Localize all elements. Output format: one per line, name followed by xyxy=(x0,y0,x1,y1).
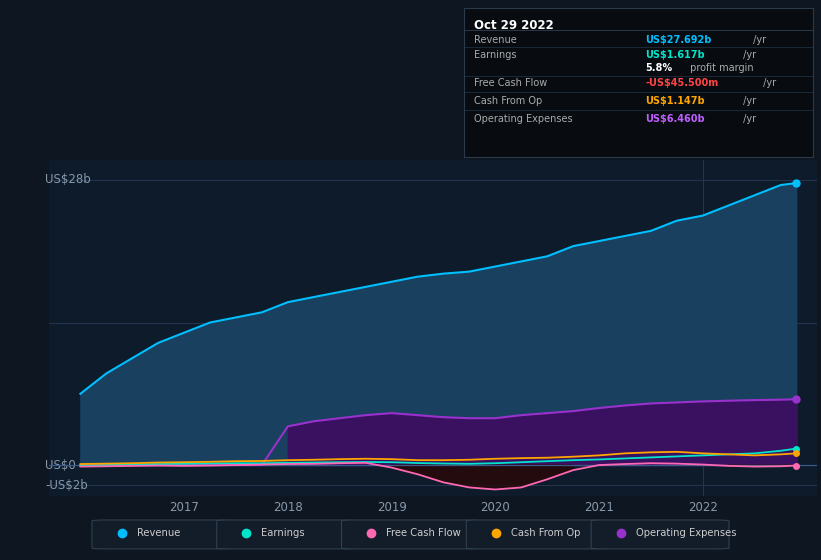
Text: /yr: /yr xyxy=(740,114,755,124)
Text: /yr: /yr xyxy=(740,50,755,60)
Text: US$1.147b: US$1.147b xyxy=(645,96,705,106)
Text: US$1.617b: US$1.617b xyxy=(645,50,705,60)
Text: -US$45.500m: -US$45.500m xyxy=(645,78,718,88)
Text: Operating Expenses: Operating Expenses xyxy=(475,114,573,124)
Text: US$27.692b: US$27.692b xyxy=(645,35,712,45)
FancyBboxPatch shape xyxy=(342,520,479,549)
Text: 5.8%: 5.8% xyxy=(645,63,672,73)
Text: Revenue: Revenue xyxy=(136,529,180,538)
Text: Cash From Op: Cash From Op xyxy=(511,529,580,538)
Text: -US$2b: -US$2b xyxy=(45,479,88,492)
Text: Operating Expenses: Operating Expenses xyxy=(635,529,736,538)
Text: Cash From Op: Cash From Op xyxy=(475,96,543,106)
Text: US$0: US$0 xyxy=(45,459,76,472)
FancyBboxPatch shape xyxy=(92,520,230,549)
Text: US$6.460b: US$6.460b xyxy=(645,114,705,124)
Text: Earnings: Earnings xyxy=(261,529,305,538)
Text: US$28b: US$28b xyxy=(45,174,91,186)
Text: Earnings: Earnings xyxy=(475,50,517,60)
Text: /yr: /yr xyxy=(760,78,777,88)
FancyBboxPatch shape xyxy=(466,520,604,549)
Text: profit margin: profit margin xyxy=(687,63,754,73)
Text: Free Cash Flow: Free Cash Flow xyxy=(386,529,461,538)
Text: Free Cash Flow: Free Cash Flow xyxy=(475,78,548,88)
Text: /yr: /yr xyxy=(750,35,766,45)
FancyBboxPatch shape xyxy=(591,520,729,549)
Text: Revenue: Revenue xyxy=(475,35,517,45)
Text: Oct 29 2022: Oct 29 2022 xyxy=(475,19,554,32)
Text: /yr: /yr xyxy=(740,96,755,106)
FancyBboxPatch shape xyxy=(217,520,355,549)
